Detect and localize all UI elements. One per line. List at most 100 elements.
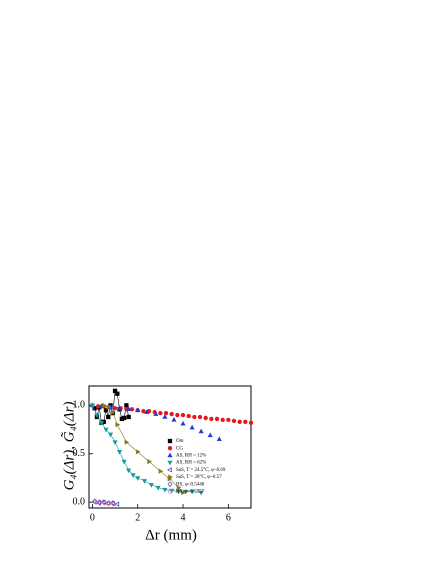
point bbox=[115, 422, 121, 428]
point bbox=[107, 432, 114, 438]
y-tick-label: 0.0 bbox=[73, 496, 86, 507]
point bbox=[141, 479, 148, 484]
point bbox=[103, 427, 109, 433]
x-tick-label: 0 bbox=[90, 512, 95, 523]
point bbox=[126, 414, 131, 420]
point bbox=[171, 417, 177, 422]
point bbox=[192, 414, 197, 420]
plot-frame bbox=[88, 385, 252, 509]
legend-label: SaS, T = 28°C, φ~0.57 bbox=[176, 475, 222, 480]
point bbox=[95, 404, 101, 409]
point bbox=[106, 404, 112, 410]
point bbox=[117, 450, 123, 455]
point bbox=[216, 436, 222, 442]
y-axis-label: G₄(Δr), G̃₄(Δr) bbox=[61, 402, 78, 491]
legend-label: AS, RH = 12% bbox=[176, 454, 206, 459]
point bbox=[237, 419, 242, 424]
legend-label: AS, RH = 62% bbox=[176, 461, 206, 466]
point bbox=[153, 411, 159, 416]
point bbox=[189, 489, 195, 495]
point bbox=[124, 439, 130, 445]
point bbox=[135, 407, 141, 412]
point bbox=[163, 410, 169, 416]
point bbox=[198, 428, 204, 434]
legend-marker bbox=[167, 467, 172, 473]
point bbox=[226, 417, 231, 423]
point bbox=[231, 418, 237, 424]
point bbox=[175, 489, 182, 495]
x-tick-label: 6 bbox=[226, 512, 231, 523]
x-tick-label: 2 bbox=[135, 512, 140, 523]
point bbox=[101, 402, 107, 408]
y-tick-label: 1.0 bbox=[73, 400, 86, 411]
point bbox=[107, 501, 112, 506]
point bbox=[112, 388, 118, 393]
point bbox=[197, 414, 203, 420]
legend-marker bbox=[167, 481, 173, 488]
point bbox=[180, 412, 186, 418]
legend-label: Om bbox=[176, 439, 184, 444]
point bbox=[141, 409, 146, 414]
point bbox=[176, 485, 182, 491]
point bbox=[144, 409, 150, 414]
x-axis-label: Δr (mm) bbox=[145, 527, 197, 543]
point bbox=[243, 419, 248, 424]
point bbox=[180, 420, 186, 426]
point bbox=[96, 499, 102, 506]
point bbox=[124, 403, 129, 408]
point bbox=[162, 487, 168, 493]
point bbox=[147, 458, 152, 465]
point bbox=[214, 416, 220, 422]
legend-label: CG bbox=[176, 446, 183, 451]
point bbox=[111, 409, 116, 415]
point bbox=[175, 412, 180, 418]
point bbox=[98, 421, 105, 426]
legend-label: HS, φ~0.5957 bbox=[176, 490, 205, 495]
point bbox=[207, 432, 213, 438]
point bbox=[158, 410, 163, 416]
legend-label: HS, φ~0.5448 bbox=[176, 482, 205, 487]
legend-marker bbox=[167, 438, 173, 444]
point bbox=[126, 406, 132, 412]
point bbox=[135, 476, 141, 481]
point bbox=[105, 500, 111, 507]
point bbox=[248, 420, 254, 425]
point bbox=[209, 416, 214, 422]
point bbox=[198, 490, 204, 496]
point bbox=[155, 485, 161, 491]
point bbox=[126, 468, 132, 474]
legend-label: SaS, T = 24.5°C, φ~0.69 bbox=[176, 468, 226, 473]
point bbox=[112, 406, 118, 411]
legend-marker bbox=[167, 460, 173, 466]
point bbox=[189, 424, 195, 430]
point bbox=[103, 408, 109, 413]
point bbox=[111, 501, 117, 507]
point bbox=[135, 449, 141, 455]
point bbox=[130, 473, 136, 478]
point bbox=[98, 500, 103, 505]
point bbox=[203, 415, 208, 421]
legend-marker bbox=[167, 446, 173, 451]
point bbox=[129, 407, 135, 412]
y-tick-label: 0.5 bbox=[73, 448, 86, 459]
point bbox=[121, 415, 127, 421]
point bbox=[114, 501, 120, 507]
point bbox=[89, 403, 95, 409]
point bbox=[106, 414, 111, 420]
point bbox=[102, 501, 108, 506]
legend-marker bbox=[167, 452, 173, 458]
point bbox=[94, 413, 100, 418]
point bbox=[181, 489, 186, 496]
legend-marker bbox=[168, 474, 173, 480]
point bbox=[93, 500, 98, 505]
point bbox=[117, 405, 123, 411]
point bbox=[158, 468, 164, 474]
point bbox=[121, 459, 127, 465]
point bbox=[115, 391, 120, 396]
point bbox=[112, 440, 118, 446]
point bbox=[148, 482, 154, 488]
legend-marker bbox=[167, 489, 173, 494]
point bbox=[220, 417, 225, 423]
point bbox=[169, 411, 174, 417]
